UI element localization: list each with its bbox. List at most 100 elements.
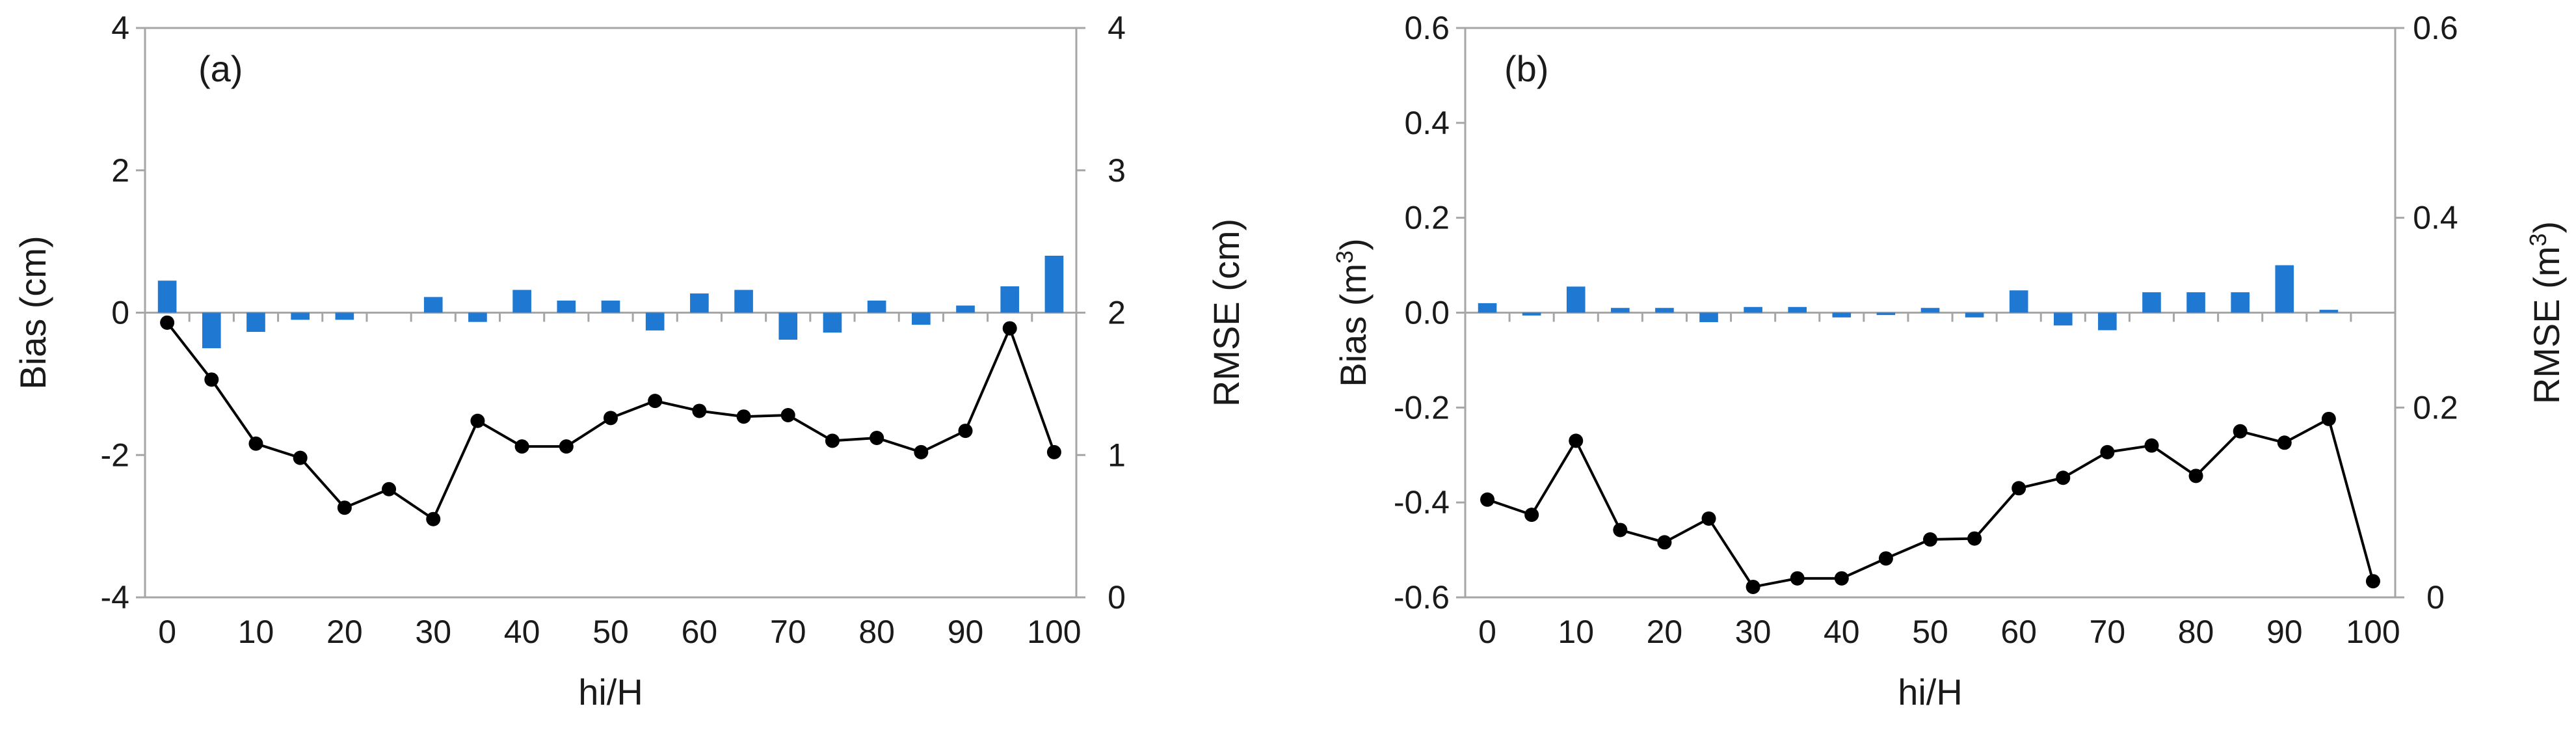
y-tick-label: -2 (101, 437, 129, 473)
x-tick-label: 40 (504, 614, 540, 650)
y-axis-title-main: Bias (m (1333, 264, 1374, 387)
y2-tick-label: 0 (1108, 579, 1126, 616)
rmse-point-25 (382, 482, 397, 496)
bias-bar-20 (1655, 308, 1674, 313)
y2-tick-label: 0.2 (2413, 389, 2458, 426)
bias-bar-65 (734, 290, 753, 313)
y-tick-label: 0.2 (1404, 200, 1450, 236)
y-axis-title-main: Bias (cm) (12, 236, 53, 389)
x-tick-label: 50 (1912, 614, 1948, 650)
y-tick-label: -4 (101, 579, 129, 616)
x-axis-title: hi/H (578, 672, 643, 713)
x-axis-title: hi/H (1898, 672, 1963, 713)
rmse-point-5 (1524, 508, 1539, 523)
x-tick-label: 40 (1824, 614, 1860, 650)
rmse-line (1487, 416, 2374, 589)
bias-bar-10 (246, 312, 265, 333)
bias-bar-50 (1920, 308, 1940, 313)
x-tick-label: 90 (2266, 614, 2303, 650)
rmse-point-85 (2233, 424, 2248, 439)
bias-bar-25 (1699, 312, 1718, 323)
x-tick-label: 60 (682, 614, 718, 650)
x-tick-label: 30 (1735, 614, 1772, 650)
y-tick-label: 0.6 (1404, 10, 1450, 46)
rmse-point-55 (1967, 531, 1982, 546)
rmse-point-50 (604, 411, 618, 426)
rmse-point-45 (1878, 551, 1893, 566)
rmse-point-65 (2056, 470, 2071, 485)
bias-bar-30 (423, 297, 443, 313)
x-tick-label: 100 (1027, 614, 1081, 650)
y2-axis-title-superscript: 3 (2525, 233, 2551, 246)
rmse-point-15 (293, 450, 308, 465)
rmse-point-20 (337, 500, 352, 515)
bias-bar-75 (823, 312, 842, 333)
rmse-point-5 (204, 372, 219, 387)
rmse-point-80 (2188, 469, 2203, 483)
y-axis-title: Bias (m3) (1331, 238, 1374, 387)
y-axis-title: Bias (cm) (12, 236, 53, 389)
x-tick-label: 80 (858, 614, 895, 650)
y-tick-label: 0.4 (1404, 105, 1450, 141)
bias-bar-55 (1965, 312, 1984, 318)
bias-bar-15 (1611, 308, 1630, 313)
rmse-point-60 (2012, 481, 2026, 496)
bias-bar-60 (690, 293, 709, 313)
y-tick-label: -0.4 (1394, 484, 1450, 521)
rmse-point-35 (1790, 571, 1805, 586)
bias-bar-70 (2098, 312, 2117, 331)
x-tick-label: 70 (2090, 614, 2126, 650)
rmse-point-75 (825, 433, 840, 448)
x-tick-label: 30 (415, 614, 451, 650)
rmse-point-100 (2365, 574, 2380, 589)
rmse-point-90 (2277, 435, 2292, 450)
y2-tick-label: 1 (1108, 437, 1126, 473)
bias-bar-85 (912, 312, 931, 325)
rmse-point-75 (2144, 438, 2159, 453)
rmse-point-25 (1701, 511, 1716, 526)
chart-panel-b: -0.6 -0.4 -0.2 0.0 0.2 0.4 0.6 0 0.2 0.4 0.6 0 10 20 3… (1331, 10, 2567, 713)
bias-bar-80 (2186, 292, 2205, 313)
bias-bar-95 (2319, 310, 2339, 313)
rmse-point-20 (1657, 535, 1672, 550)
x-tick-label: 10 (1558, 614, 1594, 650)
bias-bar-20 (335, 312, 354, 320)
panel-label: (a) (198, 48, 243, 89)
rmse-point-70 (780, 408, 795, 422)
rmse-point-30 (1746, 579, 1760, 594)
y2-axis-title: RMSE (m3) (2525, 221, 2567, 404)
bias-bar-35 (1788, 306, 1807, 313)
y2-tick-label: 4 (1108, 10, 1126, 46)
rmse-point-10 (1569, 433, 1584, 448)
bias-bar-85 (2231, 292, 2250, 313)
rmse-point-35 (470, 413, 485, 428)
bias-bar-100 (1044, 256, 1064, 313)
bias-bar-40 (512, 290, 531, 313)
x-tick-label: 50 (592, 614, 629, 650)
y-tick-label: 0 (111, 295, 129, 331)
x-tick-label: 20 (1647, 614, 1683, 650)
bias-bar-80 (867, 300, 886, 313)
y2-axis-title-main: RMSE (m (2526, 247, 2567, 405)
rmse-point-85 (914, 444, 929, 459)
x-tick-label: 10 (238, 614, 274, 650)
y2-axis-title-main: RMSE (cm) (1206, 219, 1247, 407)
rmse-point-40 (1834, 571, 1849, 586)
rmse-point-10 (248, 436, 263, 451)
bias-bar-90 (956, 305, 975, 313)
rmse-point-55 (648, 394, 663, 409)
bias-bar-0 (1478, 303, 1497, 313)
y-tick-label: 2 (111, 152, 129, 189)
bias-bar-70 (778, 312, 798, 340)
x-tick-label: 60 (2000, 614, 2037, 650)
y2-tick-label: 3 (1108, 152, 1126, 189)
bias-bar-5 (202, 312, 221, 349)
rmse-point-95 (2321, 411, 2336, 426)
y2-tick-label: 0.6 (2413, 10, 2458, 46)
bias-bar-10 (1566, 286, 1586, 313)
rmse-point-65 (736, 409, 751, 424)
bias-bar-0 (157, 280, 177, 313)
bias-bar-50 (601, 300, 620, 313)
x-tick-label: 0 (1478, 614, 1496, 650)
